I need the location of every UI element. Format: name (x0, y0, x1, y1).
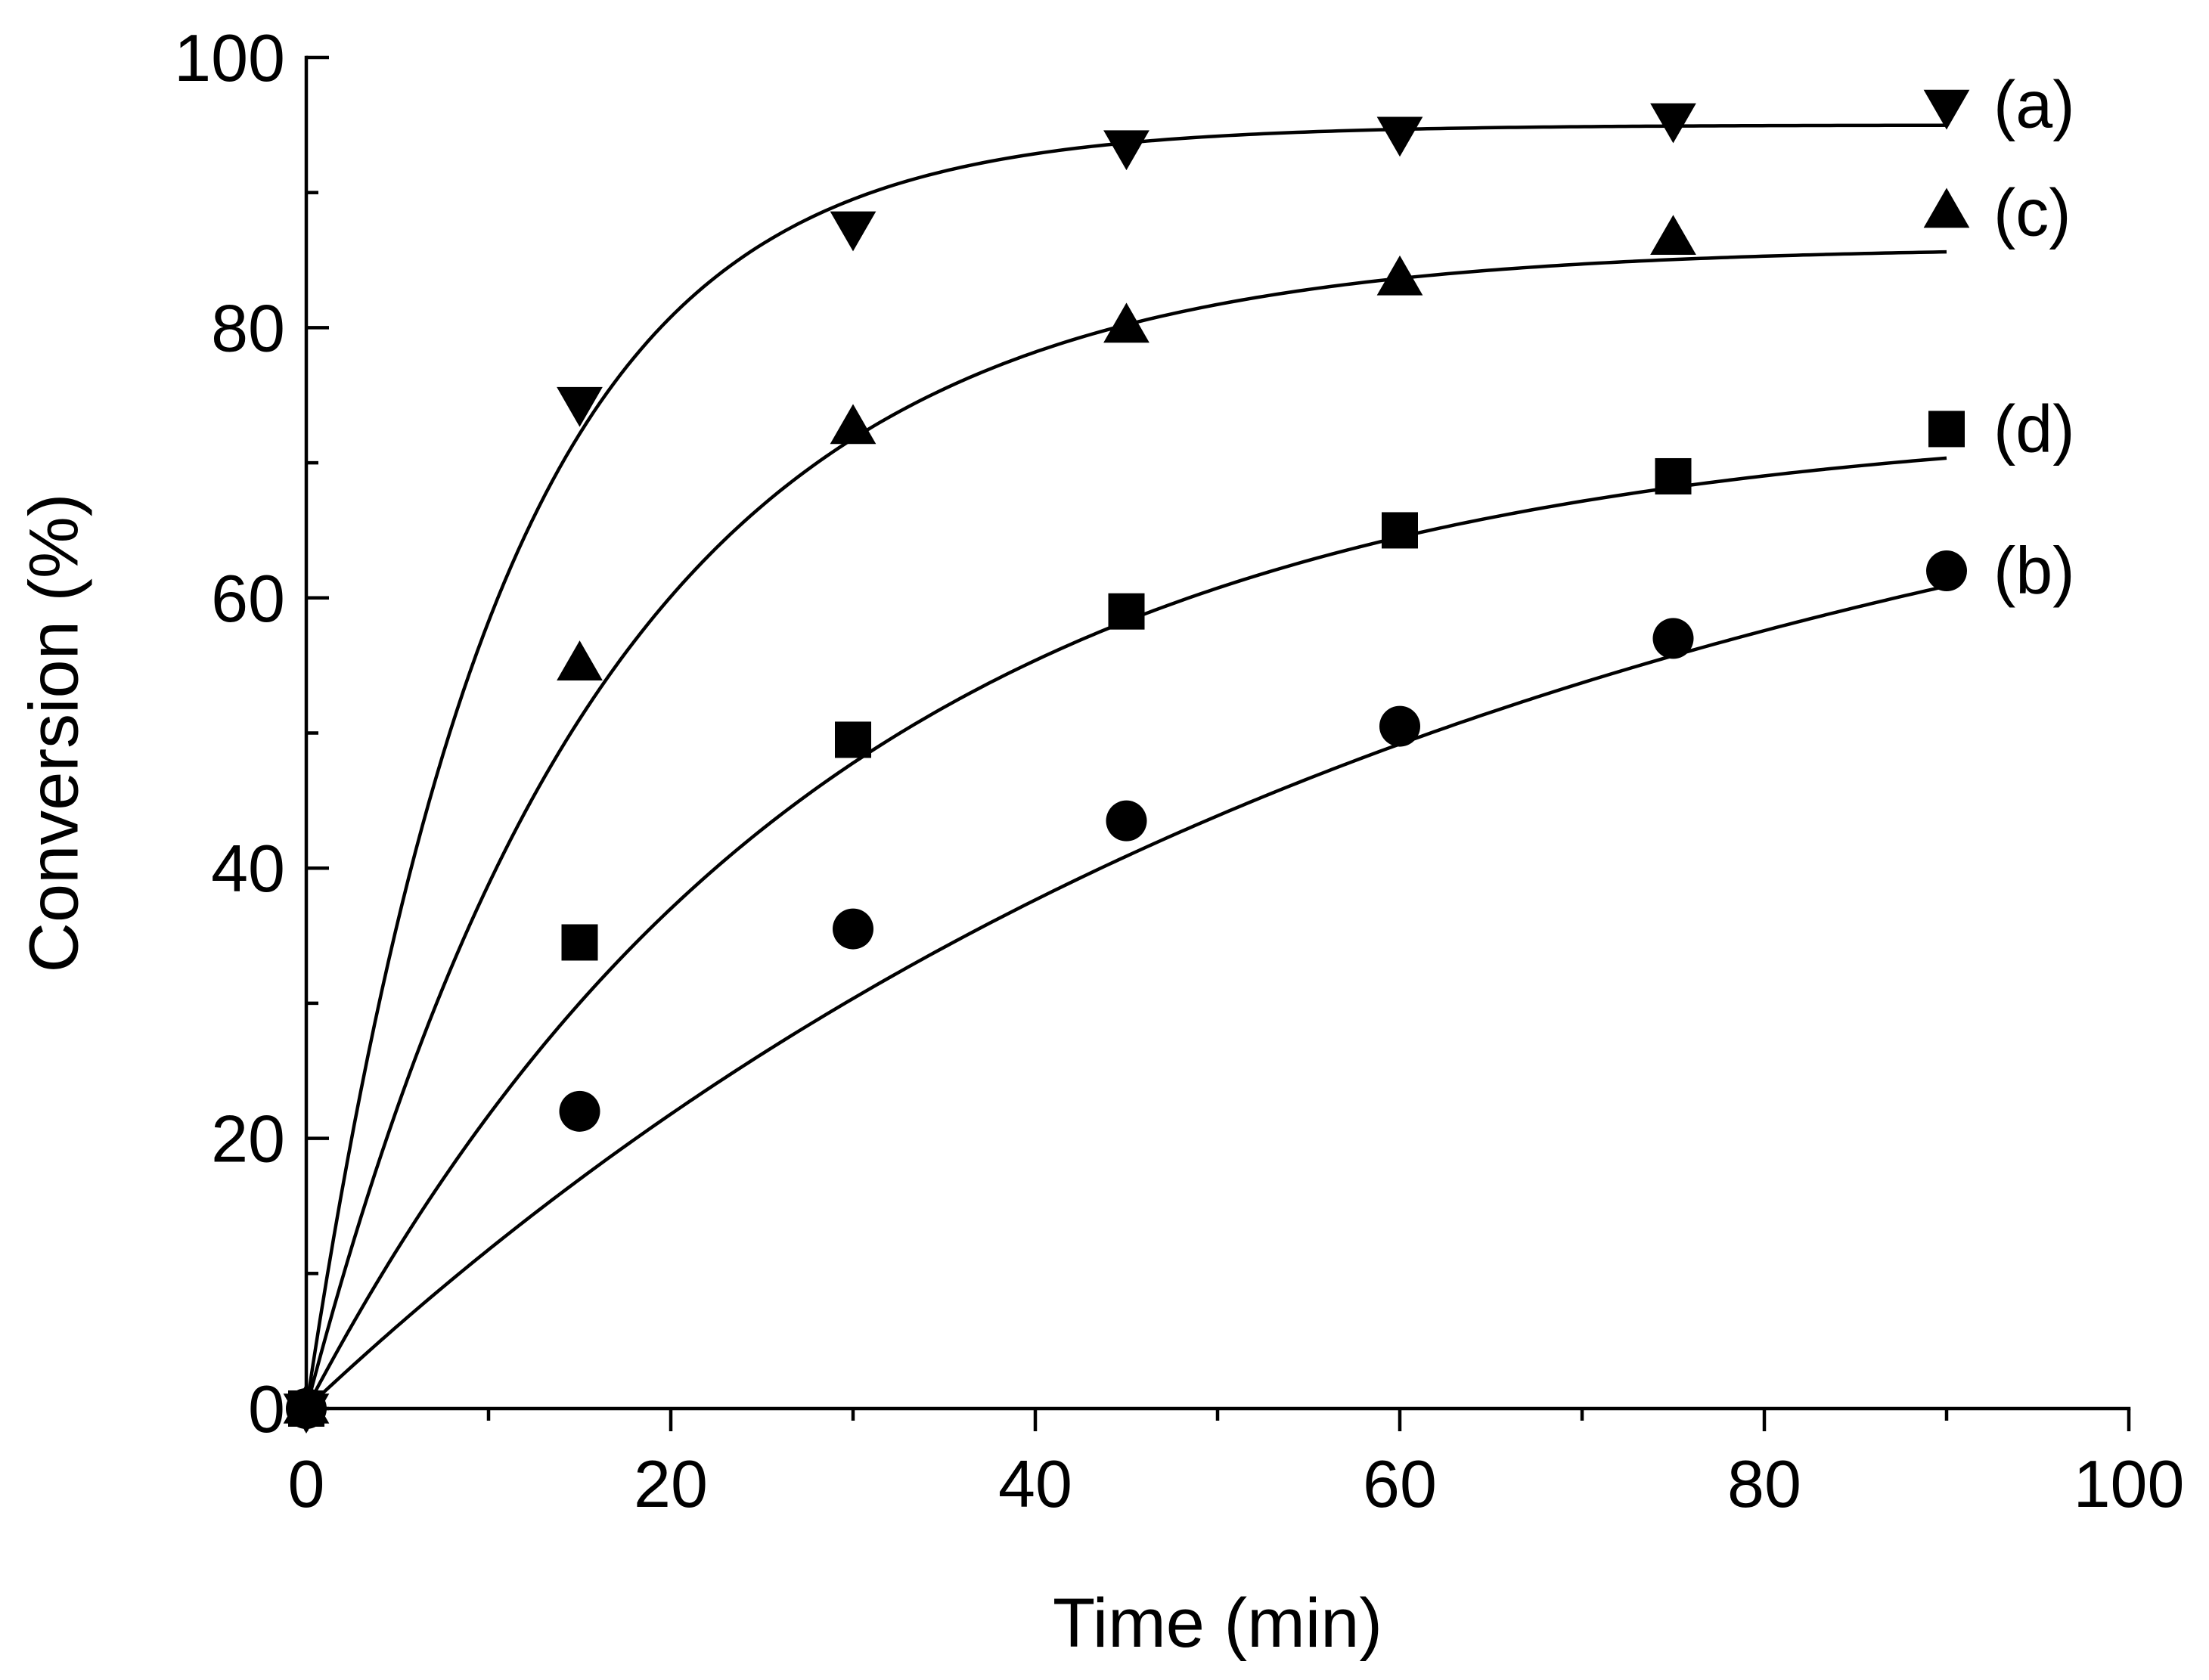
data-point-c (1103, 302, 1149, 343)
series-label-b: (b) (1993, 533, 2075, 608)
y-tick-label: 60 (211, 561, 285, 636)
data-point-a (1376, 116, 1423, 157)
data-point-d (1382, 512, 1418, 549)
x-tick-label: 40 (998, 1446, 1072, 1521)
x-axis-title: Time (min) (1053, 1585, 1382, 1662)
data-point-c (1923, 188, 1970, 228)
x-tick-label: 60 (1363, 1446, 1437, 1521)
series-labels: (a) (c) (d) (b) (1993, 67, 2075, 609)
data-point-b (1106, 800, 1147, 842)
x-tick-label: 0 (288, 1446, 325, 1521)
data-point-d (1655, 457, 1692, 494)
y-axis-title: Conversion (%) (15, 494, 92, 973)
series-label-c: (c) (1993, 175, 2071, 250)
y-tick-label: 100 (174, 20, 285, 95)
data-point-c (1650, 215, 1696, 256)
data-point-b (1926, 550, 1967, 592)
axis-ticks: 0 20 40 60 80 100 0 20 40 60 80 100 (174, 20, 2184, 1521)
data-point-c (830, 404, 876, 445)
data-point-c (1376, 255, 1423, 296)
data-point-a (1650, 103, 1696, 144)
x-tick-label: 20 (634, 1446, 708, 1521)
data-point-b (286, 1388, 327, 1429)
data-point-a (1103, 130, 1149, 171)
data-point-d (561, 924, 598, 961)
x-tick-label: 100 (2074, 1446, 2185, 1521)
data-point-b (559, 1090, 600, 1132)
y-tick-label: 0 (248, 1372, 285, 1446)
data-point-d (1928, 411, 1965, 448)
data-point-a (557, 386, 603, 427)
axes (304, 55, 2131, 1411)
y-tick-label: 40 (211, 831, 285, 906)
data-point-c (557, 640, 603, 680)
data-point-d (1108, 593, 1145, 630)
data-point-b (833, 908, 873, 950)
data-point-d (835, 721, 871, 758)
y-tick-label: 20 (211, 1102, 285, 1176)
data-point-a (1923, 89, 1970, 130)
data-point-b (1379, 705, 1420, 747)
fit-curve-b (305, 584, 1947, 1410)
y-tick-label: 80 (211, 290, 285, 365)
x-tick-label: 80 (1727, 1446, 1801, 1521)
data-point-b (1652, 618, 1694, 659)
series-label-a: (a) (1993, 67, 2075, 142)
data-markers (283, 89, 1970, 1434)
series-label-d: (d) (1993, 391, 2075, 466)
data-point-a (830, 211, 876, 252)
